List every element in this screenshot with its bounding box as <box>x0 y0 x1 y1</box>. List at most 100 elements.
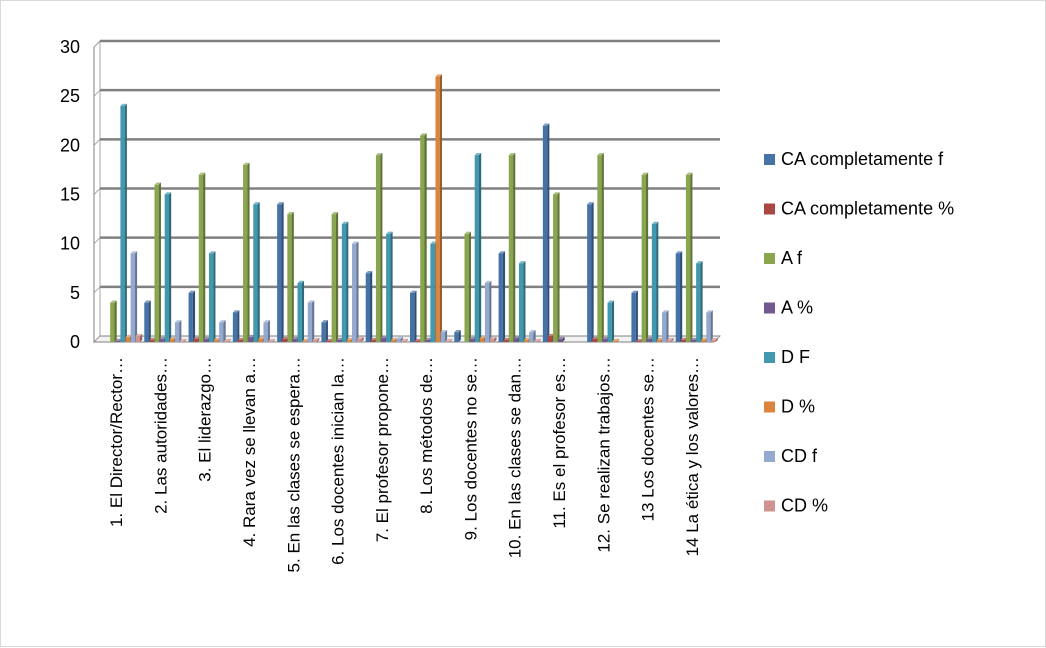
bar-front <box>519 263 523 342</box>
x-tick-label: 11. Es el profesor es… <box>550 357 569 529</box>
bar-side <box>523 261 525 342</box>
bar-front <box>504 340 508 342</box>
bar <box>308 300 315 342</box>
bar-front <box>287 214 291 342</box>
bar-side <box>690 173 692 342</box>
bar-side <box>469 232 471 342</box>
bar-side <box>636 291 638 342</box>
bar-front <box>480 338 484 342</box>
bar <box>597 153 604 342</box>
bar-side <box>380 153 382 342</box>
bar-front <box>509 155 513 342</box>
bar <box>219 320 226 342</box>
bar-front <box>490 339 494 342</box>
bar-front <box>454 332 458 342</box>
bar-front <box>391 340 395 342</box>
bar-front <box>652 224 656 342</box>
bar-front <box>558 339 562 342</box>
bar-side <box>281 202 283 342</box>
bar-side <box>247 163 249 342</box>
bar-front <box>706 313 710 343</box>
bar <box>131 251 138 342</box>
legend-swatch <box>764 303 775 314</box>
bar-side <box>711 310 713 342</box>
bar <box>631 291 638 342</box>
bar <box>376 153 383 342</box>
bar-front <box>282 339 286 342</box>
bar <box>706 310 713 342</box>
bar-front <box>298 283 302 342</box>
x-tick-label: 7. El profesor propone… <box>373 357 392 542</box>
x-tick-label: 4. Rara vez se llevan a… <box>240 357 259 547</box>
bar <box>441 330 448 342</box>
bar-front <box>327 341 331 342</box>
bar-side <box>390 232 392 342</box>
bar-front <box>199 175 203 342</box>
bar-front <box>676 254 680 343</box>
bar-front <box>534 341 538 342</box>
bar <box>165 192 172 342</box>
bar <box>587 202 594 342</box>
y-tick-label: 10 <box>60 234 80 254</box>
bar-front <box>357 339 361 342</box>
bar-front <box>209 254 213 343</box>
legend-swatch <box>764 501 775 512</box>
bar-front <box>214 340 218 342</box>
bar-front <box>115 341 119 342</box>
bar-front <box>149 340 153 342</box>
bar <box>199 173 206 342</box>
bar <box>553 192 560 342</box>
bar-side <box>656 222 658 342</box>
bar <box>485 281 492 342</box>
x-tick-label: 8. Los métodos de… <box>417 357 436 514</box>
bar-front <box>131 254 135 343</box>
bar-side <box>547 123 549 342</box>
bar-front <box>154 185 158 342</box>
bar-side <box>326 320 328 342</box>
bar-front <box>446 341 450 342</box>
bar-front <box>194 339 198 342</box>
bar-front <box>587 204 591 342</box>
bar-front <box>524 340 528 342</box>
bar-front <box>303 341 307 342</box>
x-tick-label: 12. Se realizan trabajos… <box>594 357 613 553</box>
bar-front <box>160 339 164 342</box>
bar-front <box>347 340 351 342</box>
bar-front <box>321 322 325 342</box>
x-tick-label: 6. Los docentes inician la… <box>329 357 348 565</box>
bar-front <box>258 339 262 342</box>
bar <box>209 251 216 342</box>
bar-side <box>503 251 505 342</box>
bar <box>410 291 417 342</box>
legend-label: CA completamente % <box>781 199 954 219</box>
y-tick-label: 25 <box>60 86 80 106</box>
bar-side <box>292 212 294 342</box>
bar-front <box>415 341 419 342</box>
legend-swatch <box>764 451 775 462</box>
bar-side <box>336 212 338 342</box>
bar-front <box>253 204 257 342</box>
bar-front <box>263 322 267 342</box>
bar-side <box>666 310 668 342</box>
bar-side <box>149 300 151 342</box>
bar-front <box>529 332 533 342</box>
bar-side <box>312 300 314 342</box>
bar-side <box>591 202 593 342</box>
legend-label: CD % <box>781 496 828 516</box>
y-tick-label: 30 <box>60 37 80 57</box>
bar-front <box>371 340 375 342</box>
bar-side <box>159 182 161 342</box>
bar <box>696 261 703 342</box>
bar-front <box>642 175 646 342</box>
bar <box>144 300 151 342</box>
bar-front <box>430 244 434 342</box>
bar-side <box>193 291 195 342</box>
bar-front <box>514 338 518 342</box>
bar <box>321 320 328 342</box>
legend-label: CA completamente f <box>781 149 944 169</box>
bar <box>352 241 359 342</box>
bar-front <box>686 175 690 342</box>
bar <box>386 232 393 342</box>
bar <box>454 330 461 342</box>
